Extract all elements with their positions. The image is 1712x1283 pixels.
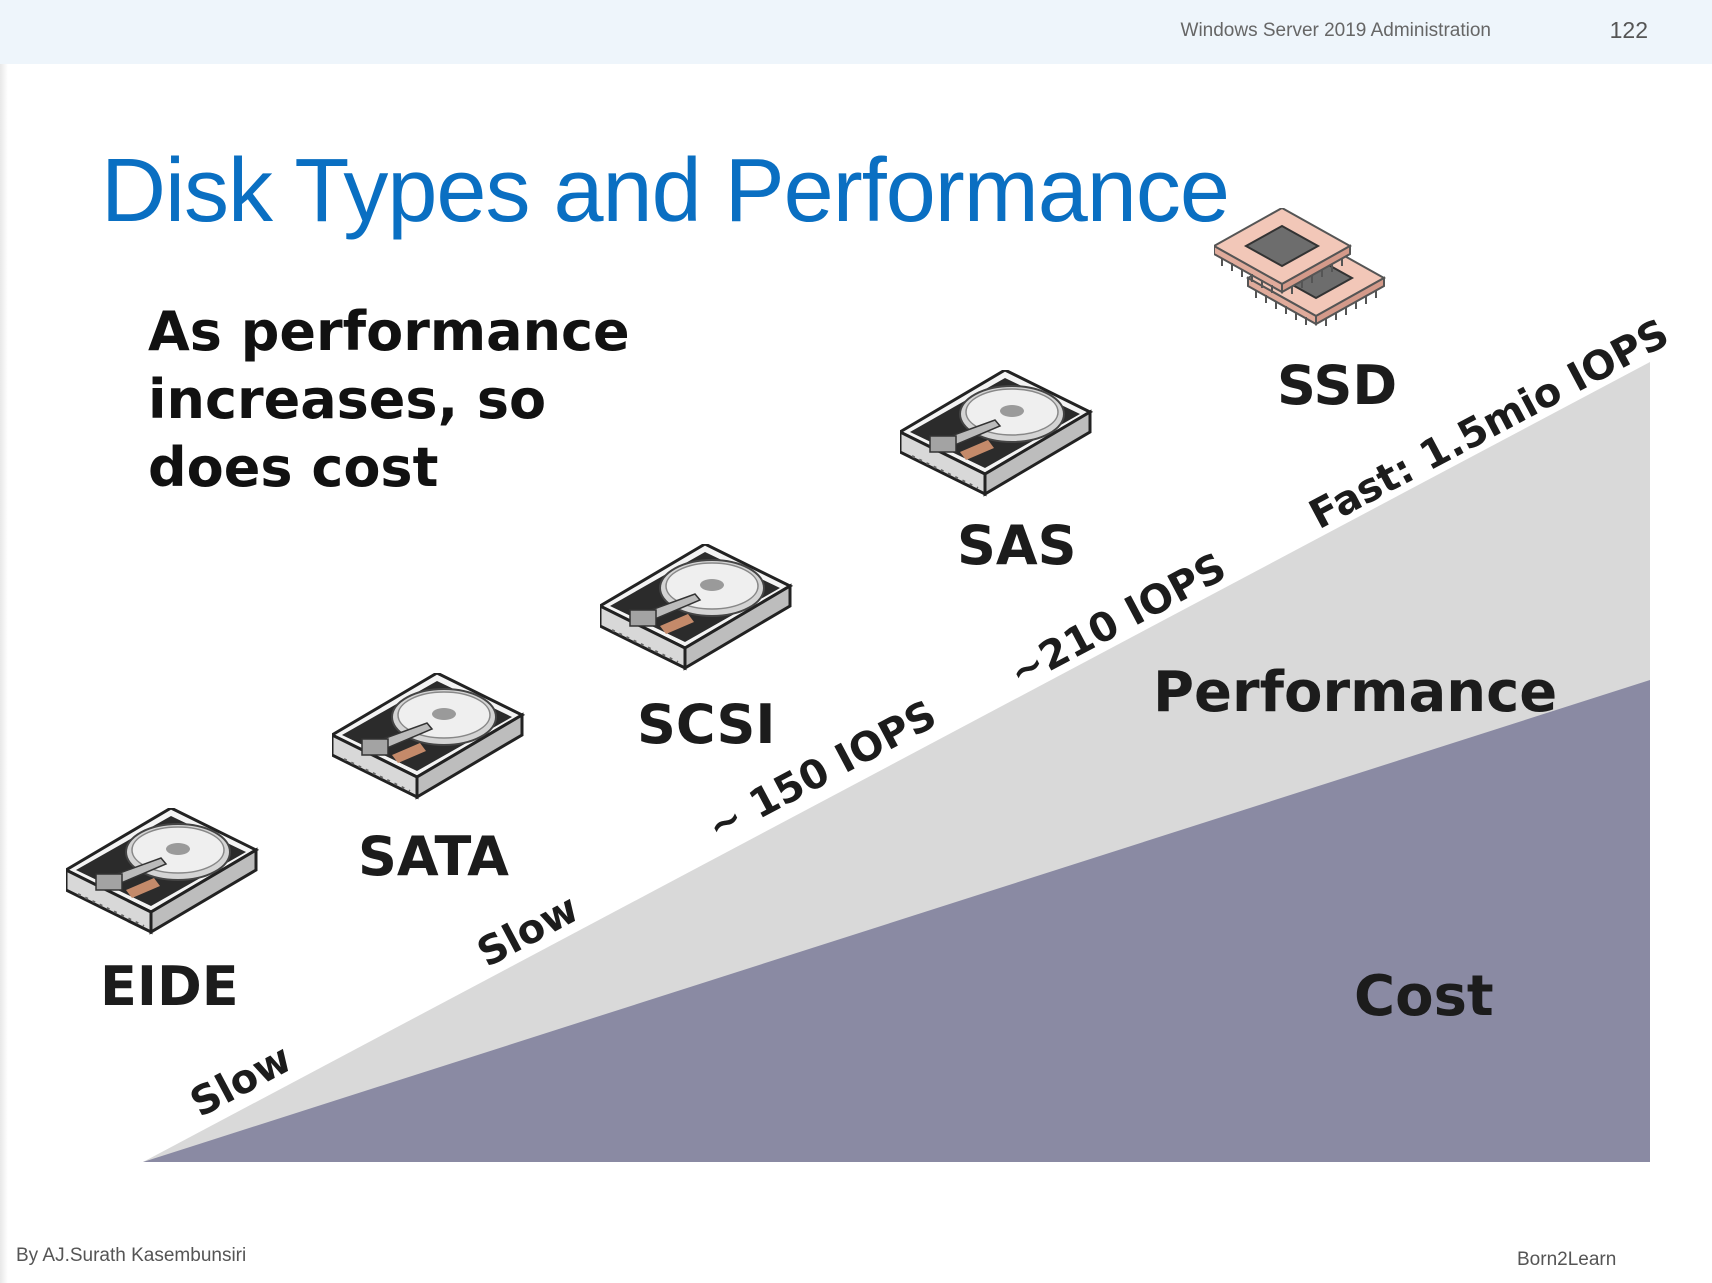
hard-disk-icon [600, 544, 792, 670]
cost-label: Cost [1354, 964, 1494, 1029]
cost-area [143, 680, 1650, 1162]
hard-disk-icon [900, 370, 1092, 496]
ssd-chip-icon [1214, 208, 1385, 327]
disk-label-sas: SAS [957, 514, 1077, 577]
footer-brand: Born2Learn [1517, 1249, 1617, 1270]
disk-label-eide: EIDE [100, 955, 239, 1018]
slide-subtitle: As performance increases, so does cost [148, 300, 630, 499]
course-title: Windows Server 2019 Administration [1180, 20, 1491, 41]
performance-label: Performance [1153, 660, 1558, 725]
hard-disk-icon [66, 808, 258, 934]
hard-disk-icon [332, 673, 524, 799]
disk-label-sata: SATA [358, 825, 509, 888]
left-edge-shadow [0, 64, 8, 1283]
footer-author: By AJ.Surath Kasembunsiri [16, 1245, 247, 1266]
header-bar [0, 0, 1712, 64]
disk-label-scsi: SCSI [637, 693, 776, 756]
page-number: 122 [1609, 17, 1648, 43]
slide-title: Disk Types and Performance [101, 141, 1230, 241]
disk-label-ssd: SSD [1277, 354, 1398, 417]
